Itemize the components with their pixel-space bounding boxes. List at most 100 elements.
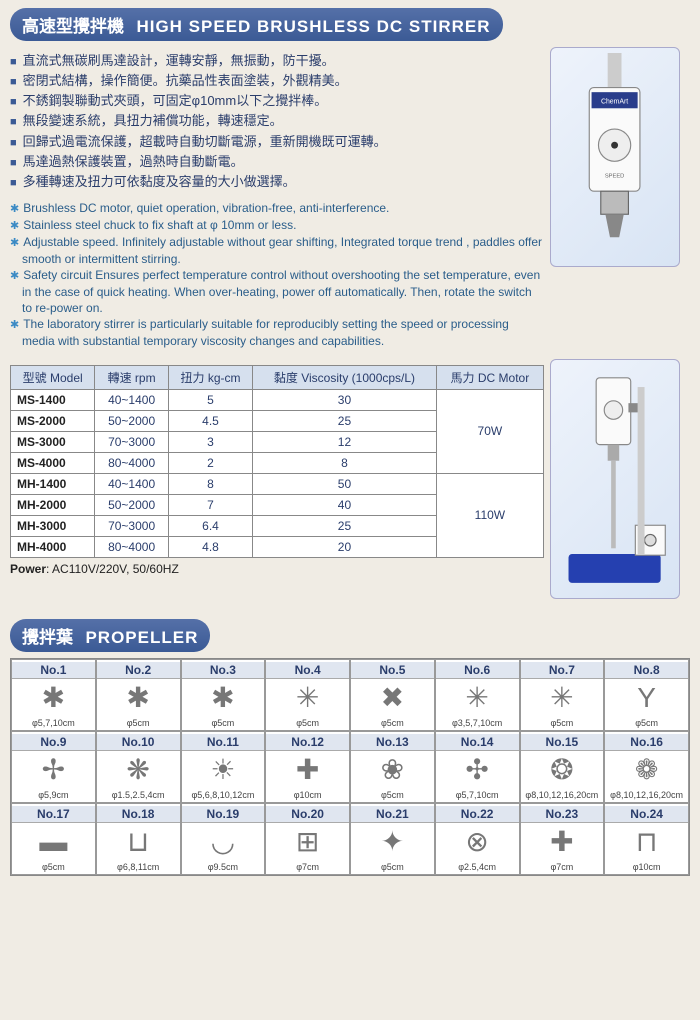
power-label: Power — [10, 562, 46, 576]
propeller-no: No.1 — [12, 662, 95, 679]
table-cell: 70~3000 — [95, 431, 168, 452]
propeller-no: No.22 — [436, 806, 519, 823]
table-header: 黏度 Viscosity (1000cps/L) — [253, 365, 437, 389]
propeller-icon: ✦ — [351, 823, 434, 861]
propeller-size: φ10cm — [605, 861, 688, 873]
propeller-cell: No.7✳φ5cm — [520, 659, 605, 731]
propeller-icon: ◡ — [182, 823, 265, 861]
table-cell: 5 — [168, 389, 252, 410]
propeller-icon: ❂ — [521, 751, 604, 789]
propeller-icon: ❁ — [605, 751, 688, 789]
table-cell: 40 — [253, 494, 437, 515]
chinese-features-list: 直流式無碳刷馬達設計，運轉安靜，無振動，防干擾。密閉式結構，操作簡便。抗藥品性表… — [10, 51, 544, 192]
propeller-icon: ▬ — [12, 823, 95, 861]
table-cell: 8 — [253, 452, 437, 473]
main-title: 高速型攪拌機 HIGH SPEED BRUSHLESS DC STIRRER — [10, 8, 503, 41]
propeller-icon: ✚ — [521, 823, 604, 861]
propeller-no: No.14 — [436, 734, 519, 751]
propeller-no: No.3 — [182, 662, 265, 679]
propeller-cell: No.22⊗φ2.5,4cm — [435, 803, 520, 875]
propeller-size: φ5cm — [351, 717, 434, 729]
propeller-cell: No.2✱φ5cm — [96, 659, 181, 731]
feature-item-cn: 回歸式過電流保護，超載時自動切斷電源，重新開機既可運轉。 — [10, 132, 544, 152]
table-header: 馬力 DC Motor — [436, 365, 543, 389]
propeller-no: No.10 — [97, 734, 180, 751]
propeller-icon: ⊔ — [97, 823, 180, 861]
table-cell: 8 — [168, 473, 252, 494]
propeller-size: φ5,9cm — [12, 789, 95, 801]
propeller-no: No.7 — [521, 662, 604, 679]
product-image-stand — [550, 359, 680, 599]
table-cell: 12 — [253, 431, 437, 452]
table-cell: MS-2000 — [11, 410, 95, 431]
title-en: HIGH SPEED BRUSHLESS DC STIRRER — [136, 17, 490, 36]
table-cell: 40~1400 — [95, 389, 168, 410]
propeller-icon: ✣ — [436, 751, 519, 789]
table-cell: 7 — [168, 494, 252, 515]
feature-item-cn: 馬達過熱保護裝置，過熱時自動斷電。 — [10, 152, 544, 172]
power-value: : AC110V/220V, 50/60HZ — [46, 562, 179, 576]
propeller-cell: No.8Yφ5cm — [604, 659, 689, 731]
propeller-size: φ5cm — [351, 789, 434, 801]
power-note: Power: AC110V/220V, 50/60HZ — [10, 562, 544, 576]
propeller-size: φ5,7,10cm — [12, 717, 95, 729]
propeller-icon: ✳ — [436, 679, 519, 717]
propeller-cell: No.6✳φ3,5,7,10cm — [435, 659, 520, 731]
feature-item-cn: 密閉式結構，操作簡便。抗藥品性表面塗裝，外觀精美。 — [10, 71, 544, 91]
table-cell: 2 — [168, 452, 252, 473]
propeller-title: 攪拌葉 PROPELLER — [10, 619, 210, 652]
propeller-size: φ8,10,12,16,20cm — [605, 789, 688, 801]
propeller-cell: No.10❋φ1.5,2.5,4cm — [96, 731, 181, 803]
feature-item-en: Stainless steel chuck to fix shaft at φ … — [10, 217, 544, 234]
table-header: 型號 Model — [11, 365, 95, 389]
propeller-icon: ✳ — [266, 679, 349, 717]
propeller-cell: No.13❀φ5cm — [350, 731, 435, 803]
propeller-size: φ5cm — [97, 717, 180, 729]
propeller-size: φ5,7,10cm — [436, 789, 519, 801]
table-cell: MH-3000 — [11, 515, 95, 536]
table-cell: 4.8 — [168, 536, 252, 557]
propeller-size: φ9.5cm — [182, 861, 265, 873]
table-row: MS-140040~140053070W — [11, 389, 544, 410]
propeller-cell: No.18⊔φ6,8,11cm — [96, 803, 181, 875]
feature-item-cn: 多種轉速及扭力可依黏度及容量的大小做選擇。 — [10, 172, 544, 192]
propeller-size: φ5cm — [266, 717, 349, 729]
table-cell: 50 — [253, 473, 437, 494]
propeller-icon: ❋ — [97, 751, 180, 789]
table-cell: 25 — [253, 410, 437, 431]
propeller-no: No.19 — [182, 806, 265, 823]
table-cell: 20 — [253, 536, 437, 557]
table-cell: 70~3000 — [95, 515, 168, 536]
table-cell: 6.4 — [168, 515, 252, 536]
propeller-no: No.17 — [12, 806, 95, 823]
propeller-size: φ6,8,11cm — [97, 861, 180, 873]
propeller-icon: ❀ — [351, 751, 434, 789]
propeller-no: No.11 — [182, 734, 265, 751]
propeller-icon: ✳ — [521, 679, 604, 717]
propeller-icon: ✱ — [97, 679, 180, 717]
table-cell: 3 — [168, 431, 252, 452]
feature-item-cn: 無段變速系統，具扭力補償功能，轉速穩定。 — [10, 111, 544, 131]
propeller-cell: No.3✱φ5cm — [181, 659, 266, 731]
propeller-size: φ7cm — [266, 861, 349, 873]
feature-item-en: The laboratory stirrer is particularly s… — [10, 316, 544, 349]
svg-text:ChemArt: ChemArt — [601, 99, 628, 106]
table-cell: 80~4000 — [95, 452, 168, 473]
propeller-icon: ⊞ — [266, 823, 349, 861]
propeller-no: No.23 — [521, 806, 604, 823]
propeller-cell: No.4✳φ5cm — [265, 659, 350, 731]
propeller-no: No.13 — [351, 734, 434, 751]
feature-item-en: Safety circuit Ensures perfect temperatu… — [10, 267, 544, 316]
propeller-cell: No.17▬φ5cm — [11, 803, 96, 875]
propeller-no: No.9 — [12, 734, 95, 751]
propeller-no: No.8 — [605, 662, 688, 679]
table-cell: MS-4000 — [11, 452, 95, 473]
propeller-cell: No.1✱φ5,7,10cm — [11, 659, 96, 731]
propeller-cell: No.11☀φ5,6,8,10,12cm — [181, 731, 266, 803]
table-cell: MS-1400 — [11, 389, 95, 410]
table-header: 轉速 rpm — [95, 365, 168, 389]
table-cell: 4.5 — [168, 410, 252, 431]
propeller-icon: ✱ — [12, 679, 95, 717]
propeller-cell: No.20⊞φ7cm — [265, 803, 350, 875]
table-cell: MH-4000 — [11, 536, 95, 557]
